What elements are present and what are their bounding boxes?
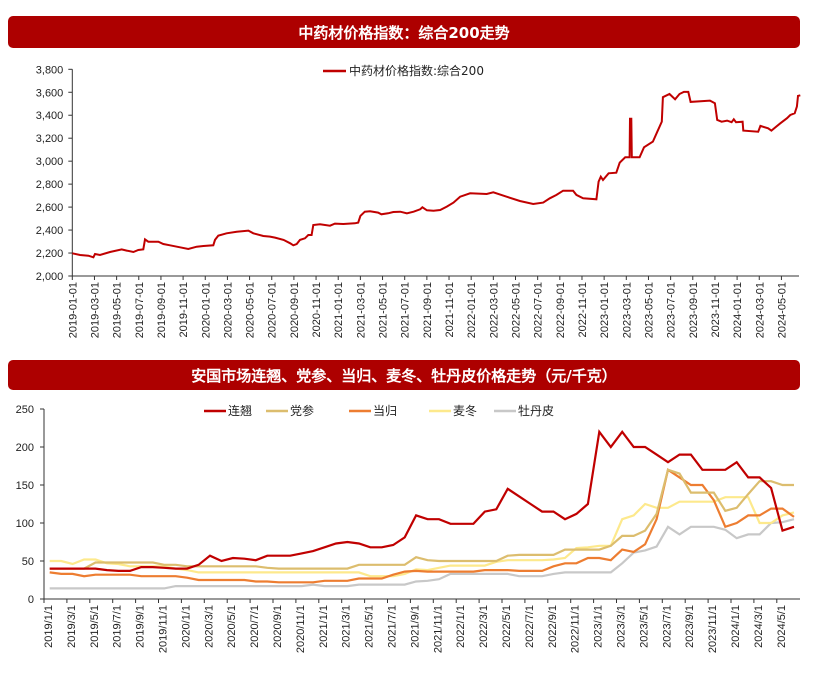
- x-tick-label: 2022/11/1: [570, 605, 582, 653]
- y-tick-label: 100: [16, 518, 34, 530]
- x-tick-label: 2023/11/1: [707, 605, 719, 653]
- x-tick-label: 2019-03-01: [89, 282, 101, 338]
- y-tick-label: 3,000: [36, 156, 64, 168]
- x-tick-label: 2019-01-01: [67, 282, 79, 338]
- x-tick-label: 2020/7/1: [249, 605, 261, 648]
- y-tick-label: 200: [16, 442, 34, 454]
- y-tick-label: 2,000: [36, 271, 64, 283]
- x-tick-label: 2019-09-01: [156, 282, 168, 338]
- x-tick-label: 2021/3/1: [341, 605, 353, 648]
- x-tick-label: 2021-09-01: [422, 282, 434, 338]
- y-tick-label: 250: [16, 404, 34, 416]
- x-tick-label: 2020-05-01: [245, 282, 257, 338]
- x-tick-label: 2023/3/1: [616, 605, 628, 648]
- x-tick-label: 2020-07-01: [267, 282, 279, 338]
- x-tick-label: 2022-03-01: [488, 282, 500, 338]
- legend-label: 麦冬: [453, 403, 477, 418]
- x-tick-label: 2020/9/1: [272, 605, 284, 648]
- x-tick-label: 2020/3/1: [203, 605, 215, 648]
- x-tick-label: 2021/5/1: [364, 605, 376, 648]
- x-tick-label: 2021/11/1: [432, 605, 444, 653]
- x-tick-label: 2024-05-01: [776, 282, 788, 338]
- x-tick-label: 2024/5/1: [776, 605, 788, 648]
- x-tick-label: 2020-03-01: [222, 282, 234, 338]
- series-line-连翘: [49, 429, 795, 573]
- x-tick-label: 2021-01-01: [333, 282, 345, 338]
- legend-label: 中药材价格指数:综合200: [349, 63, 484, 78]
- x-tick-label: 2022-07-01: [533, 282, 545, 338]
- x-tick-label: 2021-11-01: [444, 282, 456, 337]
- x-tick-label: 2023/9/1: [684, 605, 696, 648]
- index-chart-title: 中药材价格指数：综合200走势: [8, 16, 800, 48]
- x-tick-label: 2019/7/1: [112, 605, 124, 648]
- x-tick-label: 2021-05-01: [378, 282, 390, 338]
- legend-label: 连翘: [228, 403, 252, 418]
- x-tick-label: 2020/11/1: [295, 605, 307, 653]
- index-series-line: [72, 90, 801, 259]
- x-tick-label: 2021/9/1: [409, 605, 421, 648]
- x-tick-label: 2022-01-01: [466, 282, 478, 338]
- x-tick-label: 2024/3/1: [753, 605, 765, 648]
- x-tick-label: 2019/9/1: [135, 605, 147, 648]
- x-tick-label: 2019/1/1: [43, 605, 55, 648]
- x-tick-label: 2023-05-01: [643, 282, 655, 338]
- x-tick-label: 2023-11-01: [710, 282, 722, 337]
- x-tick-label: 2022-09-01: [555, 282, 567, 338]
- x-tick-label: 2023/1/1: [593, 605, 605, 648]
- x-tick-label: 2024-01-01: [732, 282, 744, 338]
- x-tick-label: 2022/1/1: [455, 605, 467, 648]
- legend-label: 当归: [373, 404, 397, 418]
- y-tick-label: 3,200: [36, 133, 64, 145]
- x-tick-label: 2022-05-01: [511, 282, 523, 338]
- x-tick-label: 2021-07-01: [400, 282, 412, 338]
- x-tick-label: 2019-11-01: [178, 282, 190, 337]
- x-tick-label: 2019/5/1: [89, 605, 101, 648]
- y-tick-label: 0: [28, 594, 34, 606]
- y-tick-label: 2,200: [36, 248, 64, 260]
- y-tick-label: 2,800: [36, 179, 64, 191]
- x-tick-label: 2022/3/1: [478, 605, 490, 648]
- x-tick-label: 2022/9/1: [547, 605, 559, 648]
- y-tick-label: 2,600: [36, 202, 64, 214]
- x-tick-label: 2024-03-01: [754, 282, 766, 338]
- x-tick-label: 2021-03-01: [355, 282, 367, 338]
- x-tick-label: 2023-07-01: [666, 282, 678, 338]
- market-price-chart-title: 安国市场连翘、党参、当归、麦冬、牡丹皮价格走势（元/千克）: [8, 360, 800, 390]
- x-tick-label: 2019-07-01: [134, 282, 146, 338]
- x-tick-label: 2019/11/1: [158, 605, 170, 653]
- y-tick-label: 3,800: [36, 64, 64, 76]
- x-tick-label: 2021/1/1: [318, 605, 330, 648]
- legend-label: 党参: [290, 403, 314, 418]
- x-tick-label: 2019/3/1: [66, 605, 78, 648]
- x-tick-label: 2023/5/1: [638, 605, 650, 648]
- y-tick-label: 3,600: [36, 87, 64, 99]
- x-tick-label: 2020-01-01: [200, 282, 212, 338]
- series-line-牡丹皮: [49, 518, 795, 590]
- x-tick-label: 2020/1/1: [180, 605, 192, 648]
- x-tick-label: 2023-01-01: [599, 282, 611, 338]
- x-tick-label: 2020-11-01: [311, 282, 323, 337]
- x-tick-label: 2023/7/1: [661, 605, 673, 648]
- y-tick-label: 150: [16, 480, 34, 492]
- x-tick-label: 2024/1/1: [730, 605, 742, 648]
- x-tick-label: 2022-11-01: [577, 282, 589, 337]
- x-tick-label: 2023-03-01: [621, 282, 633, 338]
- y-tick-label: 2,400: [36, 225, 64, 237]
- x-tick-label: 2023-09-01: [688, 282, 700, 338]
- y-tick-label: 3,400: [36, 110, 64, 122]
- series-line-党参: [49, 468, 794, 570]
- x-tick-label: 2020/5/1: [226, 605, 238, 648]
- x-tick-label: 2021/7/1: [387, 605, 399, 648]
- y-tick-label: 50: [22, 556, 34, 568]
- x-tick-label: 2022/7/1: [524, 605, 536, 648]
- x-tick-label: 2022/5/1: [501, 605, 513, 648]
- legend-label: 牡丹皮: [518, 403, 554, 418]
- x-tick-label: 2019-05-01: [112, 282, 124, 338]
- x-tick-label: 2020-09-01: [289, 282, 301, 338]
